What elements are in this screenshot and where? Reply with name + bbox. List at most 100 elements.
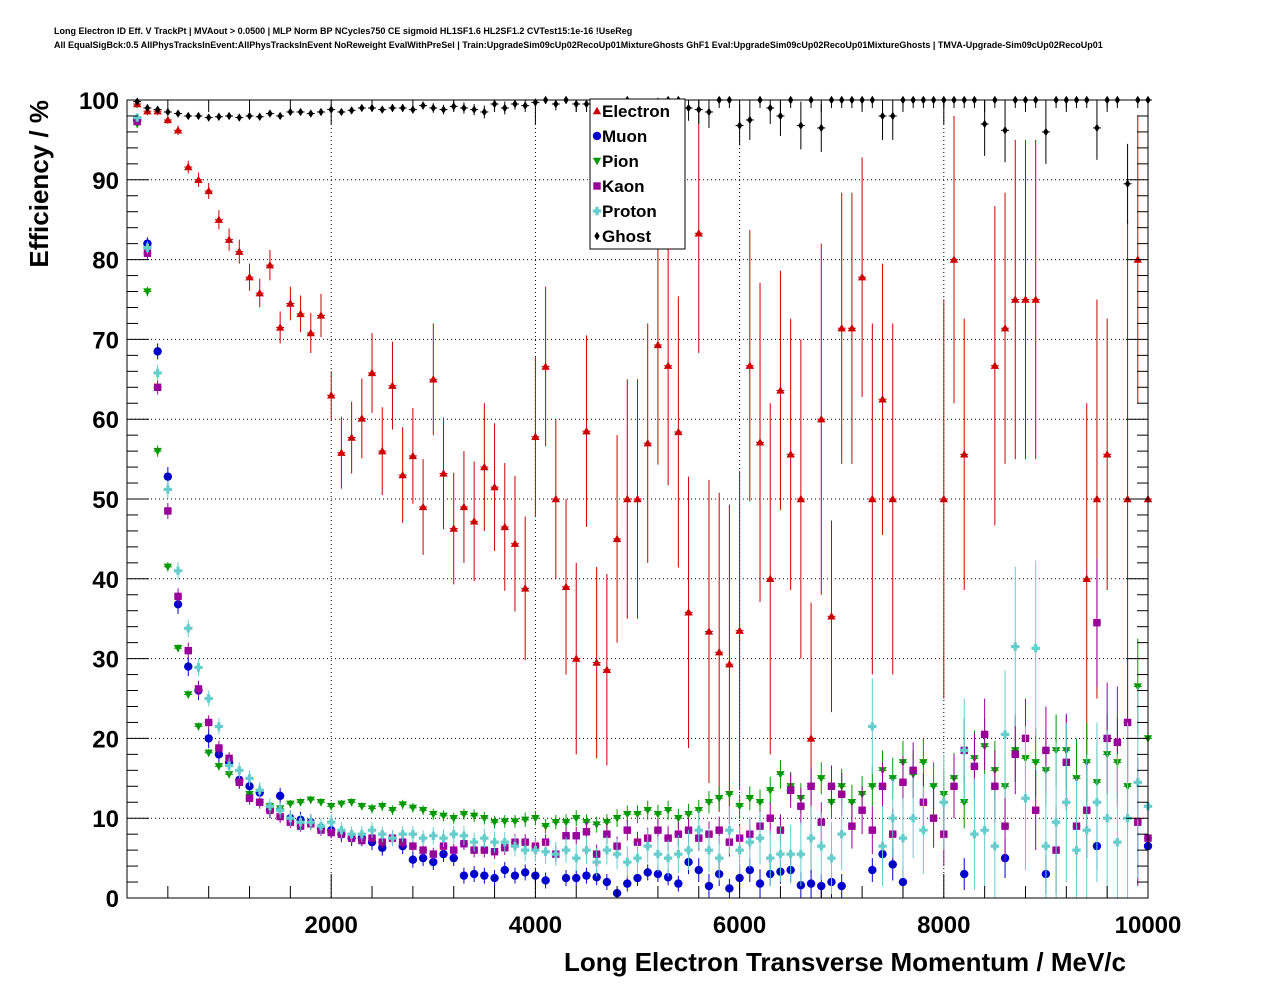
data-point [806,734,816,742]
data-point [796,494,806,503]
data-point [143,243,152,252]
data-point [582,828,591,836]
data-point [868,783,877,791]
data-point [510,841,520,851]
data-point [583,99,590,109]
data-point [357,414,367,422]
x-tick-label: 2000 [305,912,358,939]
data-point [173,126,183,134]
data-point [838,790,846,798]
data-point [216,112,222,121]
data-point [908,814,918,823]
data-point [389,103,396,113]
series-ghost [133,95,1152,224]
data-point [481,107,488,117]
data-point [694,229,703,237]
data-point [1001,822,1009,830]
data-point [745,361,755,369]
data-point [643,807,652,815]
data-point [490,873,499,883]
data-point [704,845,714,855]
data-point [316,821,326,831]
data-point [265,802,275,811]
data-point [480,846,489,854]
data-point [297,107,304,117]
data-point [337,448,346,456]
data-point [1011,295,1020,303]
data-point [163,115,173,124]
data-point [684,845,693,855]
data-point [919,825,928,835]
data-point [439,812,448,821]
data-point [674,879,683,888]
data-point [520,584,530,592]
data-point [1042,746,1050,755]
data-point [818,123,824,133]
data-point [296,309,305,318]
data-point [714,795,724,803]
data-point [235,778,244,786]
data-point [480,462,489,471]
data-point [1133,778,1142,787]
data-point [1043,127,1049,137]
data-point [429,811,438,819]
data-point [572,873,581,883]
data-point [459,871,469,880]
data-point [469,517,479,525]
data-point [623,811,632,819]
data-point [980,730,989,739]
legend-label-ghost: Ghost [602,227,651,246]
data-point [643,868,652,877]
data-point [572,853,581,863]
data-point [378,446,387,455]
data-point [277,111,283,121]
data-point [582,845,591,855]
data-point [1031,806,1040,814]
y-tick-label: 0 [106,886,119,913]
legend-label-kaon: Kaon [602,177,645,196]
data-point [755,879,765,888]
legend-label-muon: Muon [602,127,647,146]
data-point [817,415,826,423]
data-point [766,814,774,822]
data-point [888,860,897,869]
data-point [878,841,887,851]
y-tick-label: 60 [92,407,119,434]
data-point [449,853,458,863]
y-tick-label: 20 [92,726,119,753]
data-point [735,626,744,634]
data-point [1092,494,1102,503]
data-point [623,879,632,888]
data-point [929,814,938,822]
data-point [184,646,192,655]
data-point [224,235,234,243]
data-point [786,450,795,458]
x-tick-label: 8000 [917,912,970,939]
data-point [359,103,365,113]
data-point [265,260,275,269]
y-tick-label: 30 [92,647,119,674]
data-point [767,103,773,113]
data-point [868,722,877,731]
data-point [1082,574,1091,582]
data-point [1021,794,1030,803]
data-point [163,563,173,572]
data-point [663,873,673,882]
data-point [449,829,458,839]
data-point [715,826,723,834]
data-point [653,849,663,859]
data-point [500,837,509,847]
data-point [602,818,612,827]
data-point [316,799,326,807]
data-point [510,539,520,547]
data-point [257,112,263,121]
data-point [357,803,367,811]
data-point [909,766,917,775]
data-point [1041,841,1051,851]
data-point [214,722,224,731]
data-point [471,105,477,114]
data-point [561,818,571,827]
data-point [827,612,836,620]
data-point [766,853,775,863]
